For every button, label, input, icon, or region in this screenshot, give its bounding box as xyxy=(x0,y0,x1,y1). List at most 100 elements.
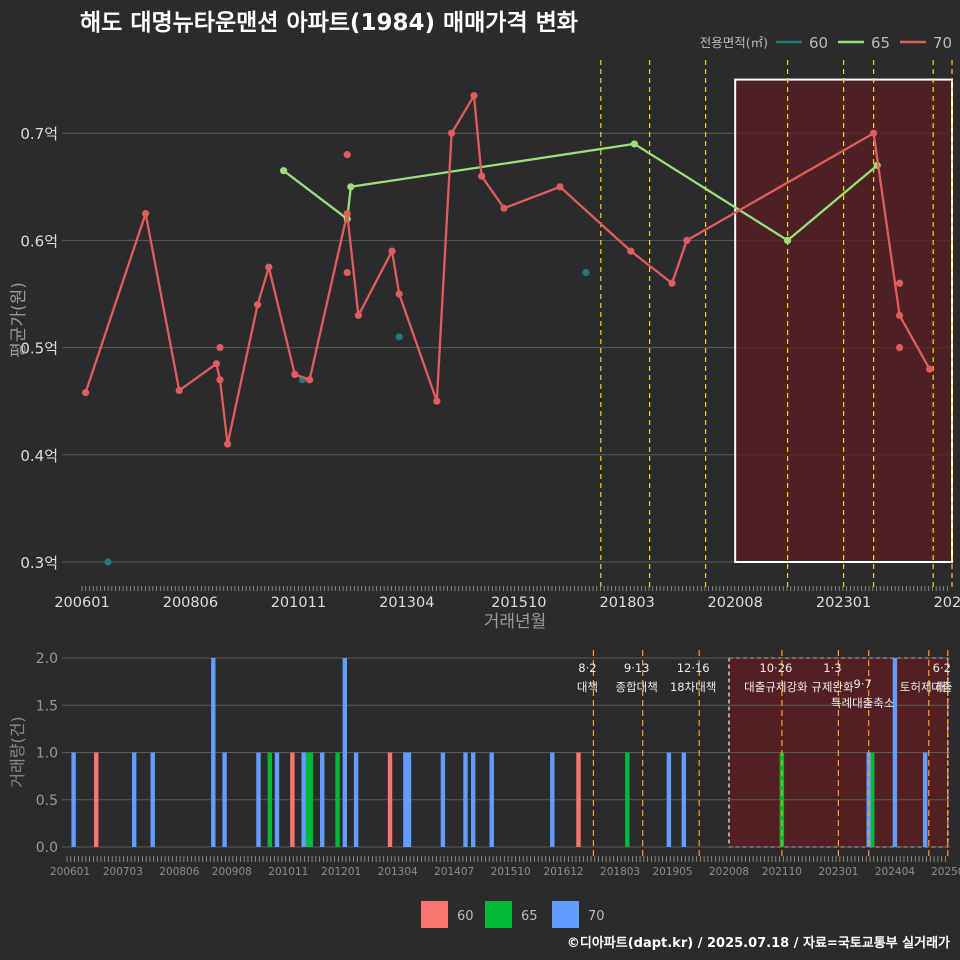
bar-70 xyxy=(406,752,412,847)
x-minor-ticks xyxy=(81,586,948,591)
x-tick-label: 200806 xyxy=(159,866,199,878)
data-point-65 xyxy=(347,183,355,191)
data-point-70 xyxy=(870,129,878,137)
policy-label: 18차대책 xyxy=(670,680,716,694)
bar-65 xyxy=(779,752,785,847)
x-tick-label: 201612 xyxy=(544,866,584,878)
data-point-70 xyxy=(448,129,456,137)
data-point-70 xyxy=(224,440,232,448)
bar-70 xyxy=(342,658,348,847)
x-tick-label: 201510 xyxy=(491,595,546,611)
bar-70 xyxy=(892,658,898,847)
data-point-70 xyxy=(668,279,676,287)
y-tick-label: 0.4억 xyxy=(20,447,58,465)
data-point-70 xyxy=(683,236,691,244)
x-tick-label: 201011 xyxy=(268,866,308,878)
data-point-70 xyxy=(254,301,262,309)
data-point-70 xyxy=(343,268,351,277)
data-point-70 xyxy=(343,210,351,218)
volume-legend: 60 65 70 xyxy=(421,901,605,928)
x-tick-label: 202110 xyxy=(762,866,802,878)
y-tick-label: 0.0 xyxy=(36,840,58,856)
x-tick-label: 201510 xyxy=(491,866,531,878)
data-point-70 xyxy=(216,344,224,352)
x-tick-label: 20250 xyxy=(931,866,960,878)
policy-label: 대출 xyxy=(931,680,952,694)
y-tick-label: 2.0 xyxy=(36,651,58,667)
bar-70 xyxy=(301,752,306,847)
y-tick-label: 0.5억 xyxy=(20,340,58,358)
data-point-60 xyxy=(582,268,590,277)
x-tick-label: 201201 xyxy=(321,866,361,878)
bar-70 xyxy=(666,752,672,847)
y-tick-label: 0.6억 xyxy=(20,232,58,250)
legend-label-65: 65 xyxy=(521,909,538,924)
x-tick-label: 200908 xyxy=(212,866,252,878)
bar-70 xyxy=(922,752,928,847)
policy-label: 대출규제강화 xyxy=(744,680,808,694)
x-tick-label: 202301 xyxy=(816,595,871,611)
policy-label: 대책 xyxy=(577,680,598,694)
x-tick-label: 201304 xyxy=(378,866,418,878)
policy-label: 규제완화 xyxy=(811,680,854,694)
data-point-70 xyxy=(926,365,934,373)
bar-65 xyxy=(308,752,314,847)
bar-70 xyxy=(440,752,446,847)
legend-swatch-65 xyxy=(485,901,512,928)
policy-date: 6·2 xyxy=(933,661,951,675)
policy-date: 8·2 xyxy=(578,661,596,675)
policy-date: 1·3 xyxy=(823,661,841,675)
legend-label-60: 60 xyxy=(457,909,474,924)
bar-60 xyxy=(387,752,393,847)
x-axis-title: 거래년월 xyxy=(484,612,547,632)
data-point-70 xyxy=(265,263,273,271)
bar-65 xyxy=(870,752,875,847)
legend-title: 전용면적(㎡) xyxy=(700,35,768,50)
data-point-70 xyxy=(305,376,314,384)
policy-label: 종합대책 xyxy=(616,680,658,694)
bar-65 xyxy=(267,752,272,847)
data-point-65 xyxy=(280,167,288,175)
data-point-70 xyxy=(354,311,363,320)
policy-date: 10·26 xyxy=(759,661,792,675)
y-tick-label: 0.7억 xyxy=(20,125,58,143)
policy-label: 토허제 해 xyxy=(900,680,946,694)
bar-65 xyxy=(305,752,310,847)
data-point-65 xyxy=(784,236,792,244)
policy-date: 9·7 xyxy=(854,677,872,691)
x-tick-label: 202301 xyxy=(818,866,858,878)
x-tick-label: 202404 xyxy=(875,866,915,878)
data-point-70 xyxy=(175,386,183,395)
credit-text: ©디아파트(dapt.kr) / 2025.07.18 / 자료=국토교통부 실… xyxy=(567,935,950,951)
x-tick-label: 202008 xyxy=(708,595,763,611)
bar-70 xyxy=(866,752,871,847)
bar-70 xyxy=(681,752,687,847)
x-tick-label: 201407 xyxy=(434,866,474,878)
legend-label-60: 60 xyxy=(809,34,828,52)
data-point-60 xyxy=(104,558,112,566)
data-point-70 xyxy=(470,92,478,100)
x-tick-label: 201803 xyxy=(600,595,655,611)
bar-70 xyxy=(256,752,261,847)
price-panel: 0.3억 0.4억 0.5억 0.6억 0.7억 200601 200806 201011 20… xyxy=(9,60,960,632)
data-point-70 xyxy=(896,279,904,287)
x-tick-label: 200806 xyxy=(163,595,218,611)
bar-70 xyxy=(320,752,325,847)
y-tick-label: 0.3억 xyxy=(20,554,58,572)
y-axis-title: 거래량(건) xyxy=(8,716,27,787)
bar-70 xyxy=(470,752,476,847)
data-point-70 xyxy=(433,397,441,405)
data-point-70 xyxy=(395,290,403,298)
x-tick-label: 201905 xyxy=(652,866,692,878)
bar-70 xyxy=(403,752,408,847)
x-tick-label: 202008 xyxy=(709,866,749,878)
y-tick-label: 0.5 xyxy=(36,793,58,809)
data-point-70 xyxy=(478,172,486,180)
y-axis-title: 평균가(원) xyxy=(9,282,29,358)
legend-swatch-60 xyxy=(421,901,448,928)
data-point-70 xyxy=(142,210,150,218)
data-point-70 xyxy=(556,183,564,191)
x-tick-label: 201011 xyxy=(271,595,326,611)
legend-label-65: 65 xyxy=(871,34,890,52)
